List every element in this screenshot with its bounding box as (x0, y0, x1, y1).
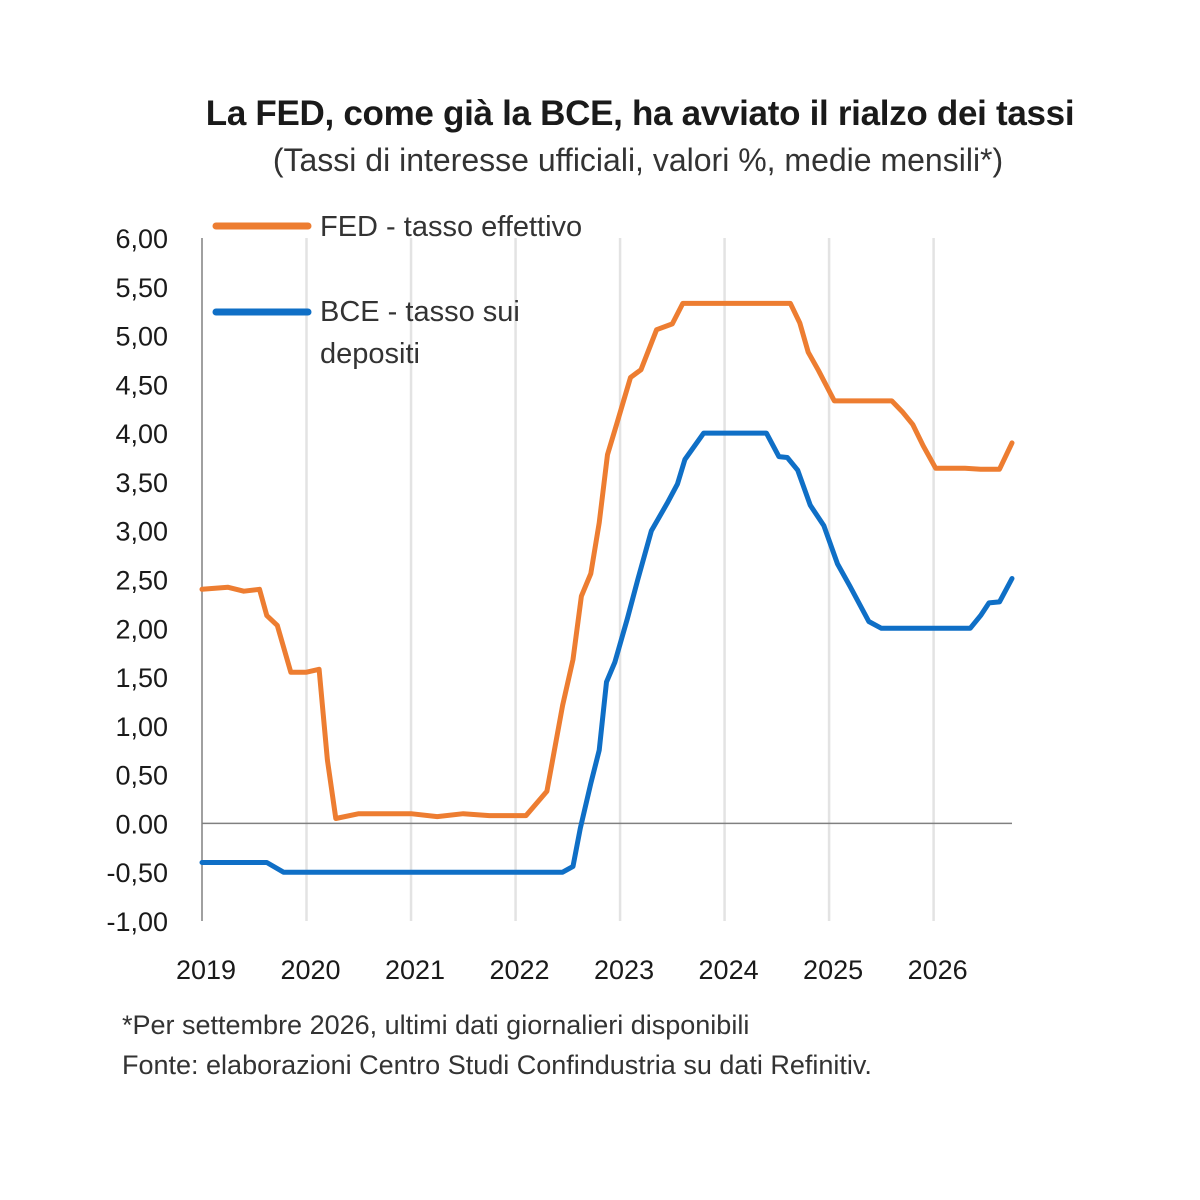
x-tick-2025: 2025 (803, 955, 863, 985)
vertical-gridlines (305, 238, 935, 921)
footnote: *Per settembre 2026, ultimi dati giornal… (122, 1010, 750, 1040)
legend: FED - tasso effettivo BCE - tasso sui de… (212, 211, 582, 370)
y-tick: 2,50 (115, 566, 168, 596)
x-tick-2023: 2023 (594, 955, 654, 985)
y-tick: 3,50 (115, 468, 168, 498)
series-lines (199, 300, 1015, 875)
legend-bce-label-line1: BCE - tasso sui (320, 296, 520, 328)
legend-fed-label: FED - tasso effettivo (320, 211, 582, 243)
x-axis-ticks: 2019 2020 2021 2022 2023 2024 2025 2026 (176, 955, 968, 985)
chart-subtitle: (Tassi di interesse ufficiali, valori %,… (272, 142, 1004, 178)
x-tick-2019: 2019 (176, 955, 236, 985)
x-tick-2024: 2024 (699, 955, 759, 985)
y-tick: 2,00 (115, 614, 168, 644)
series-line-bce (199, 430, 1015, 875)
x-tick-2021: 2021 (385, 955, 445, 985)
y-tick: 1,00 (115, 712, 168, 742)
y-axis-ticks: 6,00 5,50 5,00 4,50 4,00 3,50 3,00 2,50 2,00 1,50… (106, 224, 168, 937)
y-tick: 1,50 (115, 663, 168, 693)
source-note: Fonte: elaborazioni Centro Studi Confind… (122, 1050, 872, 1080)
chart-title: La FED, come già la BCE, ha avviato il r… (205, 94, 1075, 133)
legend-bce-label-line2: depositi (320, 338, 420, 370)
y-tick: 3,00 (115, 517, 168, 547)
y-tick: -1,00 (106, 907, 168, 937)
y-tick: 6,00 (115, 224, 168, 254)
y-tick: 0.00 (115, 809, 168, 839)
y-tick: 4,50 (115, 370, 168, 400)
y-tick: 4,00 (115, 419, 168, 449)
x-tick-2026: 2026 (908, 955, 968, 985)
series-line-fed (199, 300, 1015, 821)
x-tick-2020: 2020 (280, 955, 340, 985)
y-tick: 5,00 (115, 322, 168, 352)
x-tick-2022: 2022 (490, 955, 550, 985)
y-tick: 0,50 (115, 761, 168, 791)
y-tick: 5,50 (115, 273, 168, 303)
y-tick: -0,50 (106, 858, 168, 888)
